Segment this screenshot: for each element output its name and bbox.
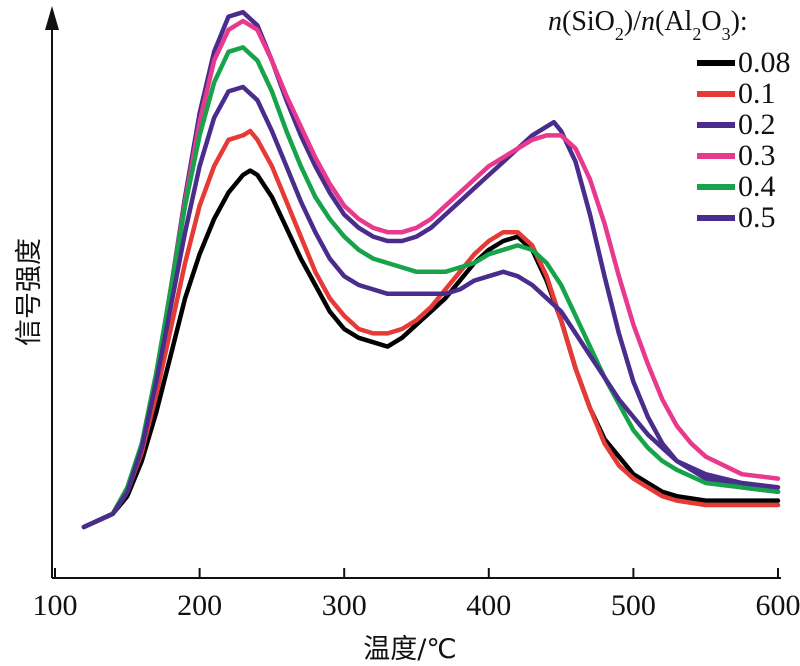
- x-tick-label: 400: [466, 589, 511, 622]
- legend-title-part: 2: [692, 24, 701, 44]
- x-tick-label: 600: [756, 589, 800, 622]
- legend-title-part: 3: [722, 24, 731, 44]
- x-axis-title: 温度/℃: [363, 634, 456, 665]
- x-tick-label: 300: [322, 589, 367, 622]
- legend-items: 0.080.10.20.30.40.5: [697, 46, 791, 234]
- legend-title-part: )/: [624, 6, 641, 37]
- legend-label-0.08: 0.08: [738, 46, 791, 79]
- legend-title-part: (SiO: [562, 6, 615, 37]
- series-line-0.3: [81, 18, 781, 530]
- legend-title-part: (Al: [655, 6, 693, 37]
- legend-label-0.5: 0.5: [738, 201, 776, 234]
- legend-label-0.1: 0.1: [738, 77, 776, 110]
- axes: [45, 6, 781, 579]
- legend-title-part: n: [641, 6, 655, 37]
- y-axis-title: 信号强度: [14, 238, 45, 346]
- series-line-0.1: [81, 128, 781, 530]
- series-line-0.5: [81, 84, 781, 530]
- legend-title-part: n: [548, 6, 562, 37]
- x-tick-label: 100: [33, 589, 78, 622]
- legend-title-part: ):: [731, 6, 748, 37]
- legend-title-part: O: [701, 6, 721, 37]
- legend-title-part: 2: [615, 24, 624, 44]
- legend-title: n(SiO2)/n(Al2O3):: [548, 6, 748, 44]
- x-tick-label: 500: [611, 589, 656, 622]
- series-layer: [81, 9, 781, 530]
- x-tick-label: 200: [177, 589, 222, 622]
- series-line-0.08: [81, 168, 781, 530]
- y-axis-arrow: [45, 6, 59, 30]
- x-ticks: 100 200 300 400 500 600: [33, 568, 800, 622]
- legend-label-0.3: 0.3: [738, 139, 776, 172]
- legend-label-0.2: 0.2: [738, 108, 776, 141]
- legend: n(SiO2)/n(Al2O3): 0.080.10.20.30.40.5: [548, 6, 791, 234]
- legend-label-0.4: 0.4: [738, 170, 776, 203]
